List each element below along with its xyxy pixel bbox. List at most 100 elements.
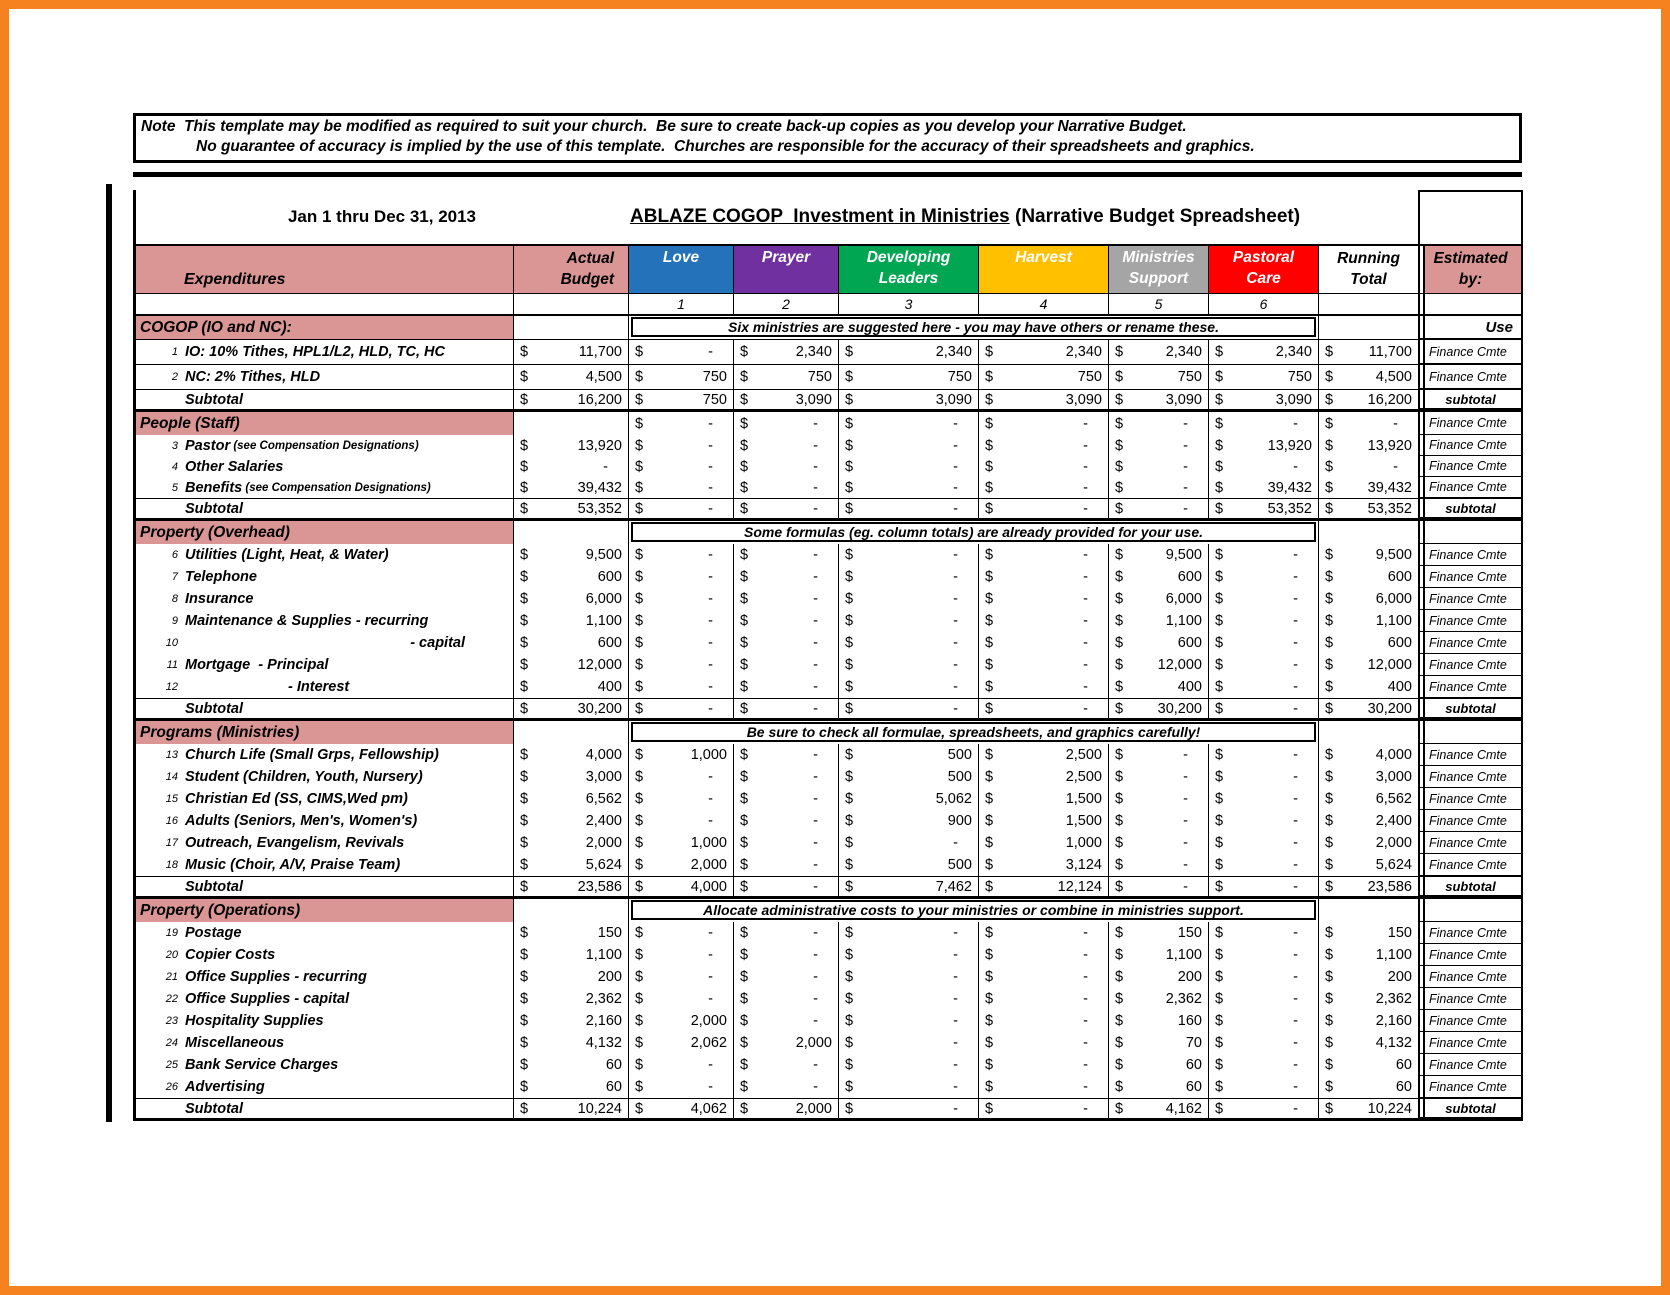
expense-label-cell: 13 Church Life (Small Grps, Fellowship) [136, 744, 513, 766]
cell-developing-leaders: $ - [838, 456, 978, 477]
subtotal-label: Subtotal [185, 700, 243, 717]
dollar-sign: $ [985, 591, 994, 607]
expense-label-cell: 7 Telephone [136, 566, 513, 588]
subtotal-label-cell: Subtotal [136, 1098, 513, 1118]
cell-estimated-by: subtotal [1418, 876, 1521, 896]
date-range: Jan 1 thru Dec 31, 2013 [287, 207, 477, 226]
dollar-sign: $ [985, 415, 994, 432]
amount: 750 [1177, 369, 1202, 385]
cell-running-total [1318, 899, 1418, 922]
cell-prayer: $ - [733, 544, 838, 566]
dollar-sign: $ [740, 991, 749, 1007]
amount: - [1083, 657, 1088, 673]
amount: 23,586 [577, 878, 622, 895]
cell-running-total: $150 [1318, 922, 1418, 944]
dollar-sign: $ [520, 479, 529, 496]
amount: 1,000 [1065, 835, 1102, 851]
expense-label: Mortgage - Principal [185, 657, 329, 673]
dollar-sign: $ [1325, 547, 1334, 563]
amount: 39,432 [1267, 479, 1312, 496]
cell-pastoral-care: $ - [1208, 610, 1318, 632]
dollar-sign: $ [1325, 500, 1334, 517]
dollar-sign: $ [1115, 613, 1124, 629]
amount: - [708, 791, 713, 807]
amount: - [1183, 857, 1188, 873]
dollar-sign: $ [985, 344, 994, 360]
dollar-sign: $ [635, 1057, 644, 1073]
section-label: Property (Operations) [136, 899, 513, 922]
amount: 60 [1395, 1057, 1412, 1073]
amount: 2,000 [690, 857, 727, 873]
cell-love: $ - [628, 477, 733, 498]
cell-estimated-by: Finance Cmte [1418, 810, 1521, 832]
amount: 2,340 [1165, 344, 1202, 360]
cell-developing-leaders: $ - [838, 566, 978, 588]
cell-ministries-support: $ - [1108, 788, 1208, 810]
dollar-sign: $ [1215, 969, 1224, 985]
expense-label-cell: 2 NC: 2% Tithes, HLD [136, 365, 513, 389]
cell-pastoral-care: $ - [1208, 966, 1318, 988]
expense-label-cell: 21 Office Supplies - recurring [136, 966, 513, 988]
cell-ministries-support: $60 [1108, 1054, 1208, 1076]
amount: - [813, 635, 818, 651]
dollar-sign: $ [1325, 1100, 1334, 1117]
ministries-note-cell: Be sure to check all formulae, spreadshe… [628, 721, 1318, 744]
amount: 6,000 [585, 591, 622, 607]
amount: - [1293, 569, 1298, 585]
cell-pastoral-care: $ - [1208, 832, 1318, 854]
cell-prayer: $ - [733, 435, 838, 456]
cell-harvest: $1,500 [978, 810, 1108, 832]
dollar-sign: $ [1115, 835, 1124, 851]
cell-ministries-support: $1,100 [1108, 610, 1208, 632]
subtotal-row: Subtotal $10,224 $4,062 $2,000 $ - $ - $4,162 $ - $… [136, 1098, 1521, 1121]
dollar-sign: $ [845, 1100, 854, 1117]
dollar-sign: $ [1325, 813, 1334, 829]
cell-running-total: $60 [1318, 1076, 1418, 1098]
cell-estimated-by: Finance Cmte [1418, 854, 1521, 876]
cell-pastoral-care: $ - [1208, 566, 1318, 588]
amount: - [1083, 479, 1088, 496]
expense-row: 13 Church Life (Small Grps, Fellowship) $4… [136, 744, 1521, 766]
amount: 3,090 [1165, 391, 1202, 408]
dollar-sign: $ [740, 591, 749, 607]
expense-label: Christian Ed (SS, CIMS,Wed pm) [185, 791, 408, 807]
budget-spreadsheet: Jan 1 thru Dec 31, 2013 ABLAZE COGOP Inv… [133, 190, 1523, 1121]
expense-label: Bank Service Charges [185, 1057, 339, 1073]
cell-actual-budget: $2,000 [513, 832, 628, 854]
row-number: 23 [165, 1015, 178, 1027]
cell-pastoral-care: $ - [1208, 676, 1318, 698]
cell-love: $4,062 [628, 1098, 733, 1118]
cell-prayer: $2,340 [733, 340, 838, 364]
amount: 200 [1177, 969, 1202, 985]
dollar-sign: $ [1115, 344, 1124, 360]
cell-running-total: $30,200 [1318, 698, 1418, 718]
cell-estimated-by: subtotal [1418, 389, 1521, 409]
dollar-sign: $ [985, 458, 994, 475]
amount: - [708, 479, 713, 496]
row-number: 11 [166, 659, 178, 671]
cell-actual-budget: $9,500 [513, 544, 628, 566]
subtotal-row: Subtotal $53,352 $ - $ - $ - $ - $ - $53,352 $53,352 s… [136, 498, 1521, 521]
cell-harvest: $ - [978, 922, 1108, 944]
dollar-sign: $ [845, 1013, 854, 1029]
cell-running-total: $11,700 [1318, 340, 1418, 364]
amount: 2,000 [795, 1035, 832, 1051]
amount: 750 [807, 369, 832, 385]
amount: - [813, 1013, 818, 1029]
cell-developing-leaders: $ - [838, 632, 978, 654]
cell-actual-budget: $60 [513, 1054, 628, 1076]
actual-budget-header: Actual Budget [513, 246, 628, 293]
dollar-sign: $ [1215, 700, 1224, 717]
dollar-sign: $ [740, 635, 749, 651]
amount: 2,362 [1375, 991, 1412, 1007]
amount: 2,160 [585, 1013, 622, 1029]
amount: - [953, 458, 958, 475]
dollar-sign: $ [635, 791, 644, 807]
cell-harvest: $ - [978, 566, 1108, 588]
amount: - [1083, 1100, 1088, 1117]
expense-label: IO: 10% Tithes, HPL1/L2, HLD, TC, HC [185, 344, 445, 360]
cell-running-total: $39,432 [1318, 477, 1418, 498]
expense-label: Church Life (Small Grps, Fellowship) [185, 747, 439, 763]
amount: - [1083, 1035, 1088, 1051]
dollar-sign: $ [1215, 613, 1224, 629]
